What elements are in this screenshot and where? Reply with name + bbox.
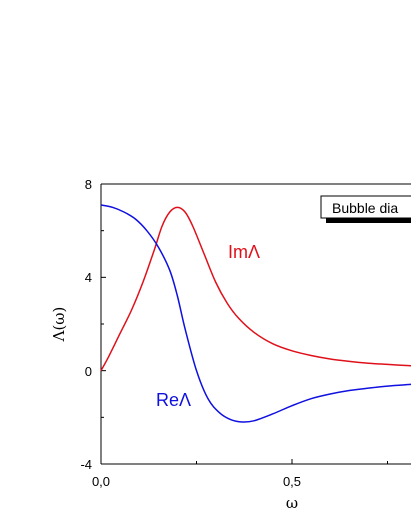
y-axis-label: Λ(ω): [50, 307, 68, 343]
series-line-re: [100, 204, 411, 423]
series-label-im: ImΛ: [228, 242, 260, 262]
y-tick-label-0: 0: [85, 364, 92, 379]
legend-box: [320, 195, 411, 219]
x-tick-label-0-5: 0,5: [283, 474, 301, 489]
series-label-re: ReΛ: [156, 390, 191, 410]
series-line-im: [100, 206, 411, 372]
y-tick-label-neg4: -4: [80, 457, 92, 472]
x-tick-label-0: 0,0: [92, 474, 110, 489]
ticks: [100, 183, 388, 465]
series-layer: [100, 204, 411, 423]
x-axis-label: ω: [286, 494, 298, 512]
legend-text: Bubble dia: [332, 200, 398, 216]
y-tick-label-8: 8: [85, 177, 92, 192]
y-tick-label-4: 4: [85, 270, 92, 285]
legend: Bubble dia: [320, 195, 411, 223]
plot-area: [100, 183, 411, 465]
